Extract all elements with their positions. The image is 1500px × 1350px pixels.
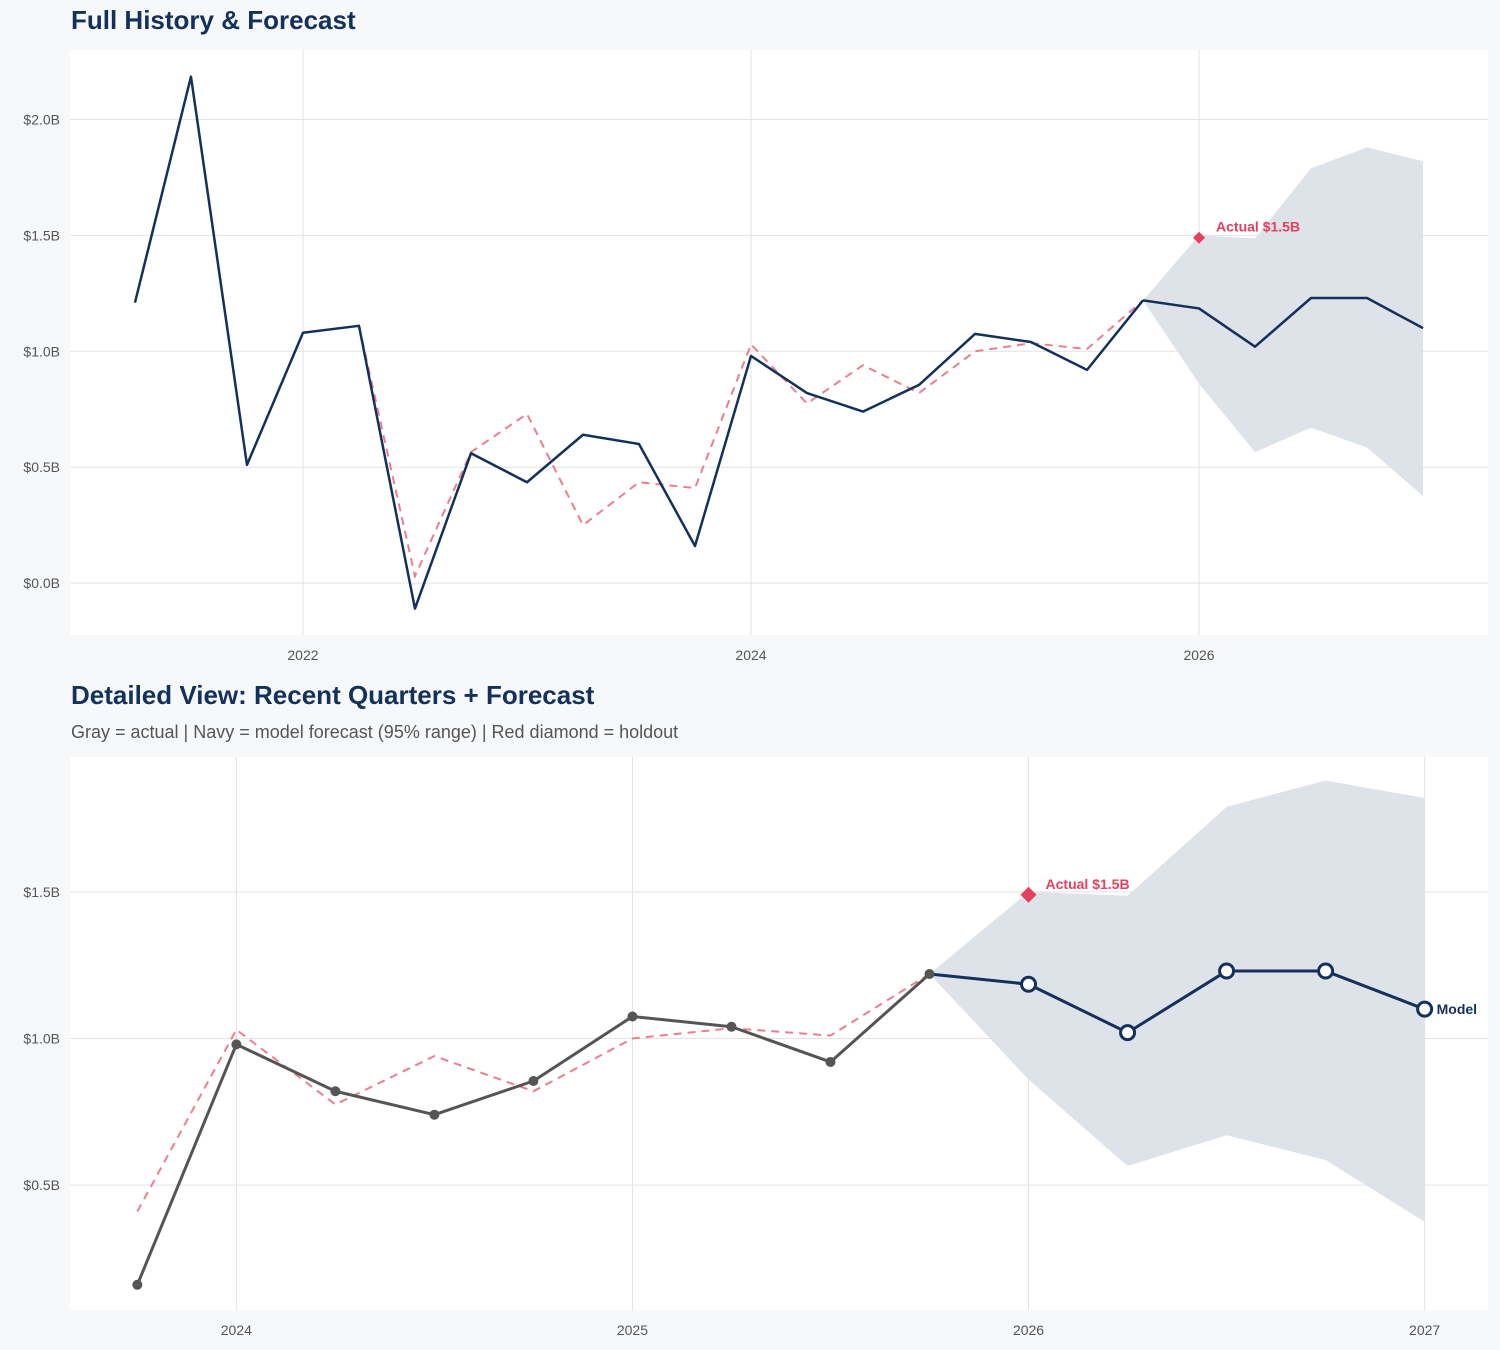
history-point xyxy=(924,968,935,979)
y-tick-label: $0.5B xyxy=(23,459,60,475)
holdout-label: Actual $1.5B xyxy=(1046,876,1130,892)
history-point xyxy=(231,1039,242,1050)
forecast-point xyxy=(1020,975,1038,993)
history-point xyxy=(132,1279,143,1290)
forecast-line xyxy=(929,969,1426,1035)
x-tick-label: 2024 xyxy=(735,647,766,663)
y-tick-label: $0.5B xyxy=(23,1177,60,1193)
y-tick-label: $1.5B xyxy=(23,884,60,900)
chart-subtitle-detailed-view: Gray = actual | Navy = model forecast (9… xyxy=(71,722,679,742)
x-tick-label: 2026 xyxy=(1013,1322,1044,1338)
y-tick-label: $1.0B xyxy=(23,1030,60,1046)
holdout-diamond xyxy=(1020,886,1037,903)
forecast-line xyxy=(1142,296,1424,348)
history-point xyxy=(330,1086,341,1097)
y-tick-label: $1.0B xyxy=(23,343,60,359)
x-tick-label: 2026 xyxy=(1183,647,1214,663)
x-tick-label: 2024 xyxy=(221,1322,252,1338)
chart-title-detailed-view: Detailed View: Recent Quarters + Forecas… xyxy=(71,680,595,710)
x-tick-label: 2025 xyxy=(617,1322,648,1338)
chart-title-full-history: Full History & Forecast xyxy=(71,5,356,35)
forecast-point xyxy=(1416,1000,1434,1018)
history-point xyxy=(627,1011,638,1022)
history-point xyxy=(429,1109,440,1120)
full-history-chart: $0.0B $0.5B $1.0B $1.5B $2.0B 2022 2024 2026 Act… xyxy=(23,50,1488,663)
forecast-point xyxy=(1218,962,1236,980)
holdout-diamond xyxy=(1193,231,1206,244)
forecast-point xyxy=(1317,962,1335,980)
forecast-point xyxy=(1119,1024,1137,1042)
fitted-line xyxy=(136,973,931,1212)
history-line xyxy=(133,75,1144,610)
x-tick-label: 2027 xyxy=(1409,1322,1440,1338)
y-tick-label: $1.5B xyxy=(23,227,60,243)
forecast-end-label: Model xyxy=(1437,1001,1477,1017)
x-tick-label: 2022 xyxy=(287,647,318,663)
history-point xyxy=(726,1021,737,1032)
history-point xyxy=(825,1056,836,1067)
history-point xyxy=(528,1076,539,1087)
holdout-label: Actual $1.5B xyxy=(1216,219,1300,235)
y-tick-label: $0.0B xyxy=(23,575,60,591)
y-tick-label: $2.0B xyxy=(23,112,60,128)
